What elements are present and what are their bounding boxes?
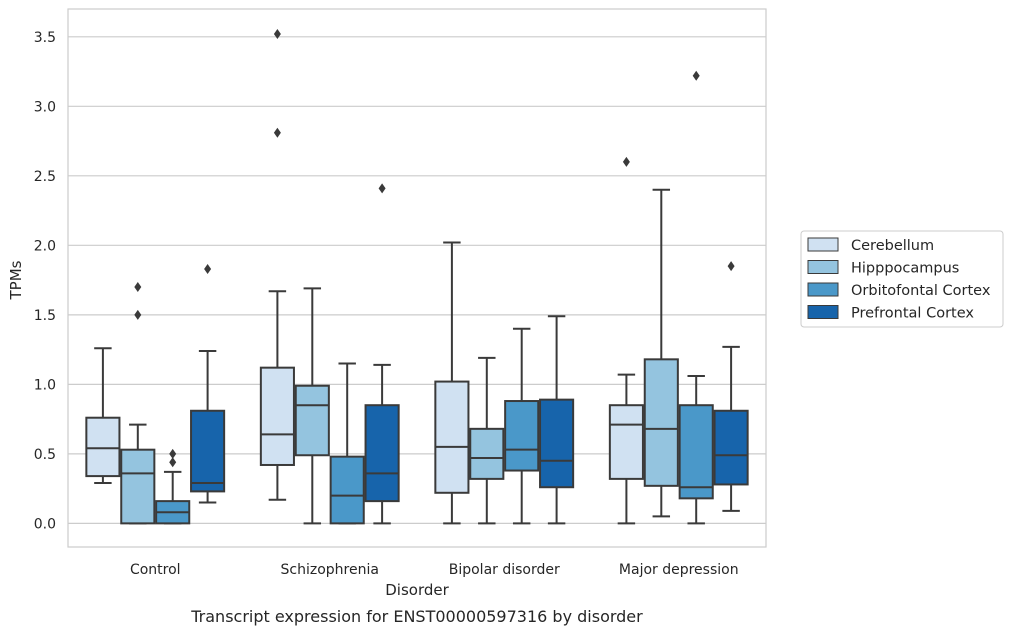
y-tick-label: 1.5 (34, 308, 56, 324)
y-axis-ticks: 0.0 0.5 1.0 1.5 2.0 2.5 3.0 3.5 (34, 30, 56, 533)
box-iqr (608, 404, 644, 480)
plot-area-frame (67, 8, 767, 548)
x-tick-label: Major depression (619, 562, 739, 578)
y-tick-label: 3.0 (34, 99, 56, 115)
grid-lines (68, 36, 766, 524)
legend-swatch (807, 237, 839, 252)
outlier-point (378, 183, 386, 194)
box-orbitofontal-cortex (155, 448, 191, 525)
box-cerebellum (259, 29, 295, 501)
legend-items: Cerebellum Hipppocampus Orbitofontal Corte… (807, 237, 991, 322)
legend-swatch (807, 260, 839, 274)
box-iqr (643, 358, 679, 487)
outlier-point (169, 457, 177, 468)
box-iqr (294, 384, 330, 457)
box-iqr (504, 400, 540, 472)
y-tick-label: 3.5 (34, 30, 56, 46)
box-iqr (539, 398, 575, 489)
y-tick-label: 2.5 (34, 169, 56, 185)
box-cerebellum (434, 241, 470, 525)
box-iqr (85, 416, 121, 478)
legend-swatch (807, 282, 839, 297)
legend-frame (800, 230, 1004, 328)
y-tick-label: 2.0 (34, 238, 56, 254)
x-axis-title: Disorder (385, 581, 449, 599)
box-orbitofontal-cortex (504, 327, 540, 525)
outlier-point (273, 127, 281, 138)
legend-item: Orbitofontal Cortex (807, 282, 991, 299)
box-orbitofontal-cortex (329, 362, 365, 525)
box-hipppocampus (643, 188, 679, 518)
y-tick-label: 0.5 (34, 447, 56, 463)
legend-label: Prefrontal Cortex (851, 306, 974, 322)
box-iqr (329, 455, 365, 525)
legend-swatch (807, 305, 839, 319)
box-orbitofontal-cortex (678, 70, 714, 525)
legend-item: Hipppocampus (807, 260, 959, 277)
outlier-point (273, 29, 281, 40)
box-hipppocampus (120, 282, 156, 525)
legend-item: Cerebellum (807, 237, 934, 254)
box-iqr (678, 404, 714, 500)
box-hipppocampus (469, 356, 505, 525)
box-cerebellum (608, 156, 644, 525)
legend-label: Cerebellum (851, 238, 934, 254)
box-iqr (469, 427, 505, 480)
outlier-point (727, 261, 735, 272)
outlier-point (134, 282, 142, 293)
box-prefrontal-cortex (713, 261, 749, 512)
chart-caption: Transcript expression for ENST0000059731… (190, 607, 643, 626)
outlier-point (204, 263, 212, 274)
x-tick-label: Control (130, 562, 181, 578)
y-axis-title: TPMs (7, 260, 25, 300)
x-axis-ticks: Control Schizophrenia Bipolar disorder Majo… (130, 562, 739, 578)
legend-label: Hipppocampus (851, 261, 959, 277)
box-cerebellum (85, 347, 121, 485)
x-tick-label: Bipolar disorder (449, 562, 560, 578)
y-tick-label: 1.0 (34, 377, 56, 393)
box-iqr (259, 366, 295, 466)
box-hipppocampus (294, 287, 330, 525)
box-prefrontal-cortex (190, 263, 226, 504)
outlier-point (622, 156, 630, 167)
x-tick-label: Schizophrenia (281, 562, 379, 578)
box-iqr (120, 448, 156, 525)
box-prefrontal-cortex (364, 183, 400, 525)
box-iqr (190, 409, 226, 493)
outlier-point (692, 70, 700, 81)
outlier-point (169, 448, 177, 459)
boxes (85, 29, 749, 525)
box-iqr (364, 404, 400, 503)
y-tick-label: 0.0 (34, 516, 56, 532)
legend: Cerebellum Hipppocampus Orbitofontal Corte… (800, 230, 1004, 328)
legend-label: Orbitofontal Cortex (851, 283, 991, 299)
box-iqr (713, 409, 749, 486)
box-prefrontal-cortex (539, 315, 575, 525)
box-iqr (434, 380, 470, 494)
outlier-point (134, 309, 142, 320)
legend-item: Prefrontal Cortex (807, 305, 974, 322)
